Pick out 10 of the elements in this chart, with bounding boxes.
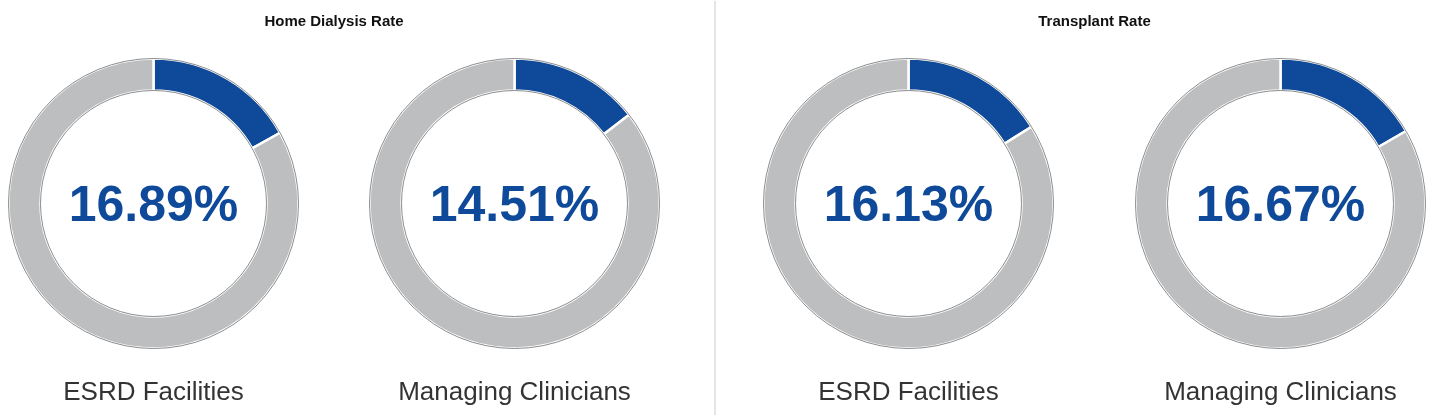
text: Managing Clinicians <box>398 375 631 406</box>
data-label: 14.51% <box>429 175 600 232</box>
data-label: 16.13% <box>823 175 994 232</box>
text: Transplant Rate <box>1038 12 1151 29</box>
data-label: 16.89% <box>68 175 239 232</box>
text: Managing Clinicians <box>1164 375 1397 406</box>
data-label: 16.67% <box>1195 175 1366 232</box>
text: Home Dialysis Rate <box>264 12 404 29</box>
text: ESRD Facilities <box>818 375 999 406</box>
text: ESRD Facilities <box>63 375 244 406</box>
